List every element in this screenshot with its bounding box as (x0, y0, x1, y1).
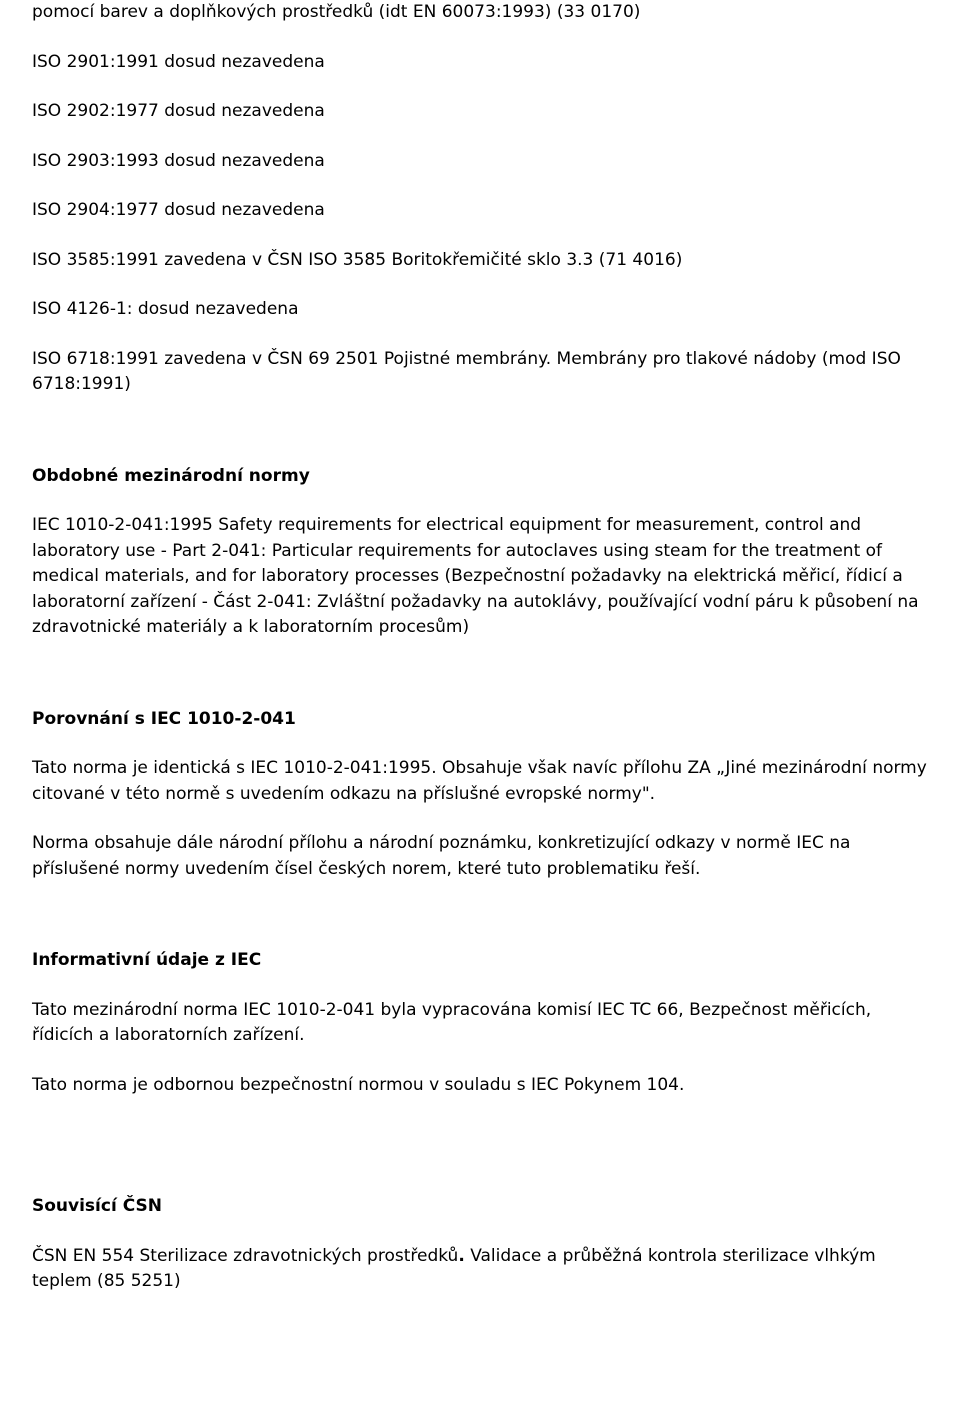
section4-heading: Souvisící ČSN (32, 1194, 928, 1220)
intro-line-5: ISO 2904:1977 dosud nezavedena (32, 198, 928, 224)
intro-line-8: ISO 6718:1991 zavedena v ČSN 69 2501 Poj… (32, 347, 928, 398)
section2-p1: Tato norma je identická s IEC 1010-2-041… (32, 756, 928, 807)
intro-line-4: ISO 2903:1993 dosud nezavedena (32, 149, 928, 175)
section3-heading: Informativní údaje z IEC (32, 948, 928, 974)
intro-line-6: ISO 3585:1991 zavedena v ČSN ISO 3585 Bo… (32, 248, 928, 274)
intro-line-2: ISO 2901:1991 dosud nezavedena (32, 50, 928, 76)
intro-line-7: ISO 4126-1: dosud nezavedena (32, 297, 928, 323)
section4-p1: ČSN EN 554 Sterilizace zdravotnických pr… (32, 1244, 928, 1295)
section1-body: IEC 1010-2-041:1995 Safety requirements … (32, 513, 928, 641)
section2-heading: Porovnání s IEC 1010-2-041 (32, 707, 928, 733)
section2-p2: Norma obsahuje dále národní přílohu a ná… (32, 831, 928, 882)
section1-heading: Obdobné mezinárodní normy (32, 464, 928, 490)
intro-line-1: pomocí barev a doplňkových prostředků (i… (32, 0, 928, 26)
section3-p1: Tato mezinárodní norma IEC 1010-2-041 by… (32, 998, 928, 1049)
section3-p2: Tato norma je odbornou bezpečnostní norm… (32, 1073, 928, 1099)
intro-line-3: ISO 2902:1977 dosud nezavedena (32, 99, 928, 125)
section4-p1-pre: ČSN EN 554 Sterilizace zdravotnických pr… (32, 1246, 458, 1266)
